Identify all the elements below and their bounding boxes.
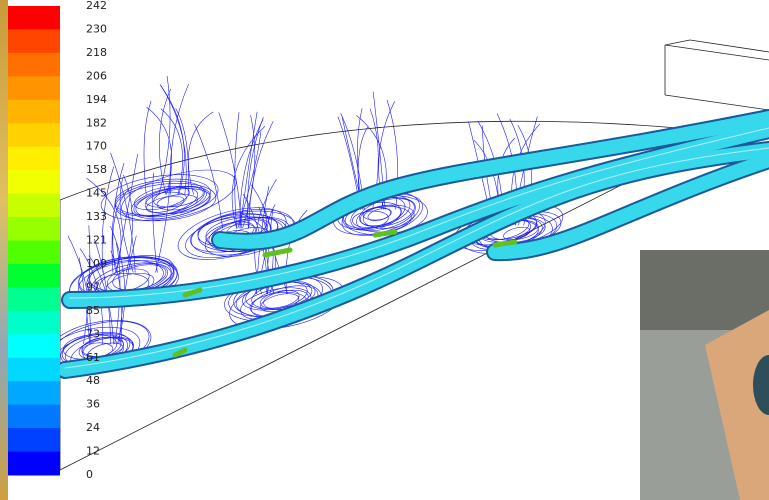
- colorbar-label: 145: [86, 187, 107, 200]
- colorbar-label: 121: [86, 234, 107, 247]
- color-swatch: [8, 100, 60, 124]
- streamline: [188, 112, 213, 195]
- colorbar-label: 242: [86, 0, 107, 12]
- colorbar-label: 0: [86, 468, 93, 481]
- colorbar-label: 170: [86, 140, 107, 153]
- color-swatch: [8, 147, 60, 171]
- color-swatch: [8, 194, 60, 218]
- simulation-view: 242 230 218 206 194 182 170 158 145 133 121 109 97 85…: [0, 0, 769, 500]
- color-swatch: [8, 452, 60, 476]
- color-swatch: [8, 287, 60, 311]
- colorbar-label: 218: [86, 46, 107, 59]
- colorbar-label: 133: [86, 210, 107, 223]
- colorbar-label: 194: [86, 93, 107, 106]
- color-swatch: [8, 241, 60, 265]
- colorbar-label: 61: [86, 351, 100, 364]
- colorbar-label: 182: [86, 116, 107, 129]
- screenshot: 242 230 218 206 194 182 170 158 145 133 121 109 97 85…: [0, 0, 769, 500]
- photo-inset: [640, 250, 769, 500]
- color-swatch: [8, 334, 60, 358]
- color-swatch: [8, 76, 60, 100]
- streamline: [235, 112, 239, 228]
- color-swatch: [8, 428, 60, 452]
- colorbar-label: 48: [86, 374, 100, 387]
- color-swatch: [8, 6, 60, 30]
- colorbar-label: 230: [86, 22, 107, 35]
- color-swatch: [8, 264, 60, 288]
- streamline: [160, 84, 184, 194]
- color-swatch: [8, 29, 60, 53]
- colorbar-label: 85: [86, 304, 100, 317]
- colorbar-label: 24: [86, 421, 100, 434]
- colorbar-label: 73: [86, 327, 100, 340]
- color-swatch: [8, 311, 60, 335]
- colorbar-label: 36: [86, 398, 100, 411]
- colorbar-label: 109: [86, 257, 107, 270]
- color-swatch: [8, 217, 60, 241]
- color-swatch: [8, 405, 60, 429]
- colorbar-label: 12: [86, 445, 100, 458]
- background-photo-edge: [0, 0, 8, 500]
- color-swatch: [8, 358, 60, 382]
- color-swatch: [8, 53, 60, 77]
- color-swatch: [8, 381, 60, 405]
- colorbar: 242 230 218 206 194 182 170 158 145 133 121 109 97 85…: [8, 0, 107, 481]
- color-swatch: [8, 123, 60, 147]
- streamline: [144, 101, 151, 195]
- colorbar-label: 158: [86, 163, 107, 176]
- colorbar-label: 206: [86, 69, 107, 82]
- colorbar-label: 97: [86, 280, 100, 293]
- color-swatch: [8, 170, 60, 194]
